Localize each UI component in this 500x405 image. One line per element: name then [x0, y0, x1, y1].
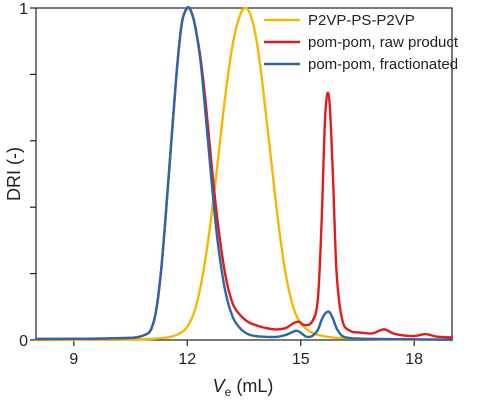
legend-label-2: pom-pom, raw product: [308, 34, 459, 51]
legend-label-3: pom-pom, fractionated: [308, 56, 458, 73]
y-axis: 01: [19, 1, 36, 350]
x-axis-title-subscript: e: [225, 385, 232, 399]
x-tick-label: 18: [405, 351, 423, 368]
series-line-3: [34, 5, 454, 341]
series-lines: [34, 5, 454, 342]
x-tick-label: 12: [178, 351, 196, 368]
x-axis-title-unit: (mL): [231, 376, 273, 396]
x-tick-label: 15: [292, 351, 310, 368]
legend-label-1: P2VP-PS-P2VP: [308, 12, 415, 29]
x-tick-label: 9: [69, 351, 78, 368]
x-axis-title-symbol: V: [213, 376, 227, 396]
y-tick-label: 0: [19, 333, 28, 350]
x-axis-title: Ve (mL): [213, 376, 274, 399]
y-tick-label: 1: [19, 1, 28, 18]
y-axis-title: DRI (-): [4, 147, 24, 201]
x-axis: 9 12 15 18: [69, 340, 423, 368]
legend: P2VP-PS-P2VP pom-pom, raw product pom-pom,…: [264, 12, 459, 73]
series-line-1: [34, 6, 454, 342]
